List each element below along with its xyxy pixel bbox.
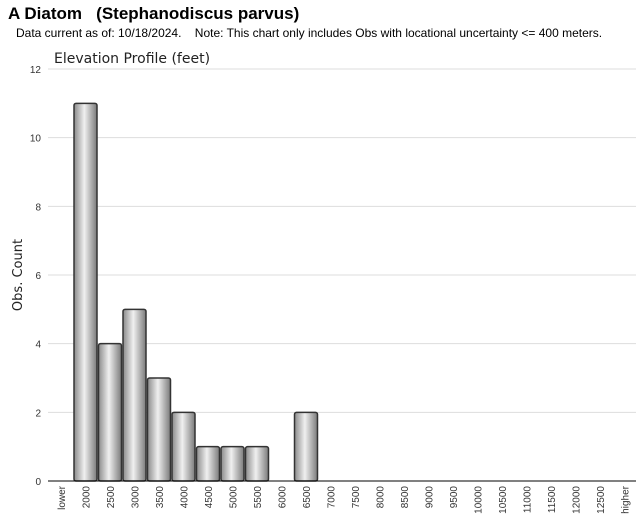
x-tick-label: 10500: [498, 486, 509, 514]
x-tick-label: 8500: [400, 486, 411, 509]
bar-4000: [171, 411, 196, 482]
bars: [73, 102, 319, 482]
x-tick-label: 10000: [474, 486, 485, 514]
x-tick-label: 12000: [572, 486, 583, 514]
bar-2500: [97, 342, 123, 482]
x-tick-label: 3500: [155, 486, 166, 509]
bar-4500: [195, 445, 221, 482]
x-tick-label: 5500: [253, 486, 264, 509]
x-tick-label: 4000: [180, 486, 191, 509]
bar-3000: [122, 308, 147, 482]
y-tick-label: 8: [35, 202, 41, 213]
bar-2000: [73, 102, 98, 482]
y-axis-title: Obs. Count: [11, 239, 26, 311]
bar-5500: [244, 445, 270, 482]
y-tick-label: 4: [35, 340, 41, 351]
x-tick-label: 9000: [425, 486, 436, 509]
x-tick-label: 2500: [106, 486, 117, 509]
x-tick-label: 11500: [547, 486, 558, 514]
chart-title: Elevation Profile (feet): [54, 51, 210, 67]
x-tick-label: 9500: [449, 486, 460, 509]
y-tick-label: 2: [35, 408, 41, 419]
bar-3500: [146, 377, 172, 482]
data-note: Data current as of: 10/18/2024. Note: Th…: [16, 26, 603, 40]
y-tick-label: 0: [35, 477, 41, 488]
y-tick-label: 10: [30, 134, 42, 145]
x-tick-label: 5000: [229, 486, 240, 509]
x-tick-label: 7500: [351, 486, 362, 509]
x-tick-label: 8000: [376, 486, 387, 509]
y-tick-label: 6: [35, 271, 41, 282]
bar-5000: [220, 445, 245, 482]
x-tick-label: lower: [57, 485, 68, 510]
x-tick-label: 7000: [327, 486, 338, 509]
x-tick-label: 4500: [204, 486, 215, 509]
x-tick-label: 3000: [131, 486, 142, 509]
axes: 0 2 4 6 8 10 12 lower 2000 2500 3000 3500 4000 4500 50…: [30, 65, 636, 514]
x-tick-label: 11000: [523, 486, 534, 514]
x-tick-label: 2000: [82, 486, 93, 509]
x-tick-label: 12500: [596, 486, 607, 514]
x-tick-label: 6500: [302, 486, 313, 509]
y-tick-label: 12: [30, 65, 42, 76]
bar-6500: [293, 411, 319, 482]
x-tick-label: 6000: [278, 486, 289, 509]
page-title: A Diatom (Stephanodiscus parvus): [8, 4, 300, 23]
x-tick-label: higher: [621, 485, 632, 513]
